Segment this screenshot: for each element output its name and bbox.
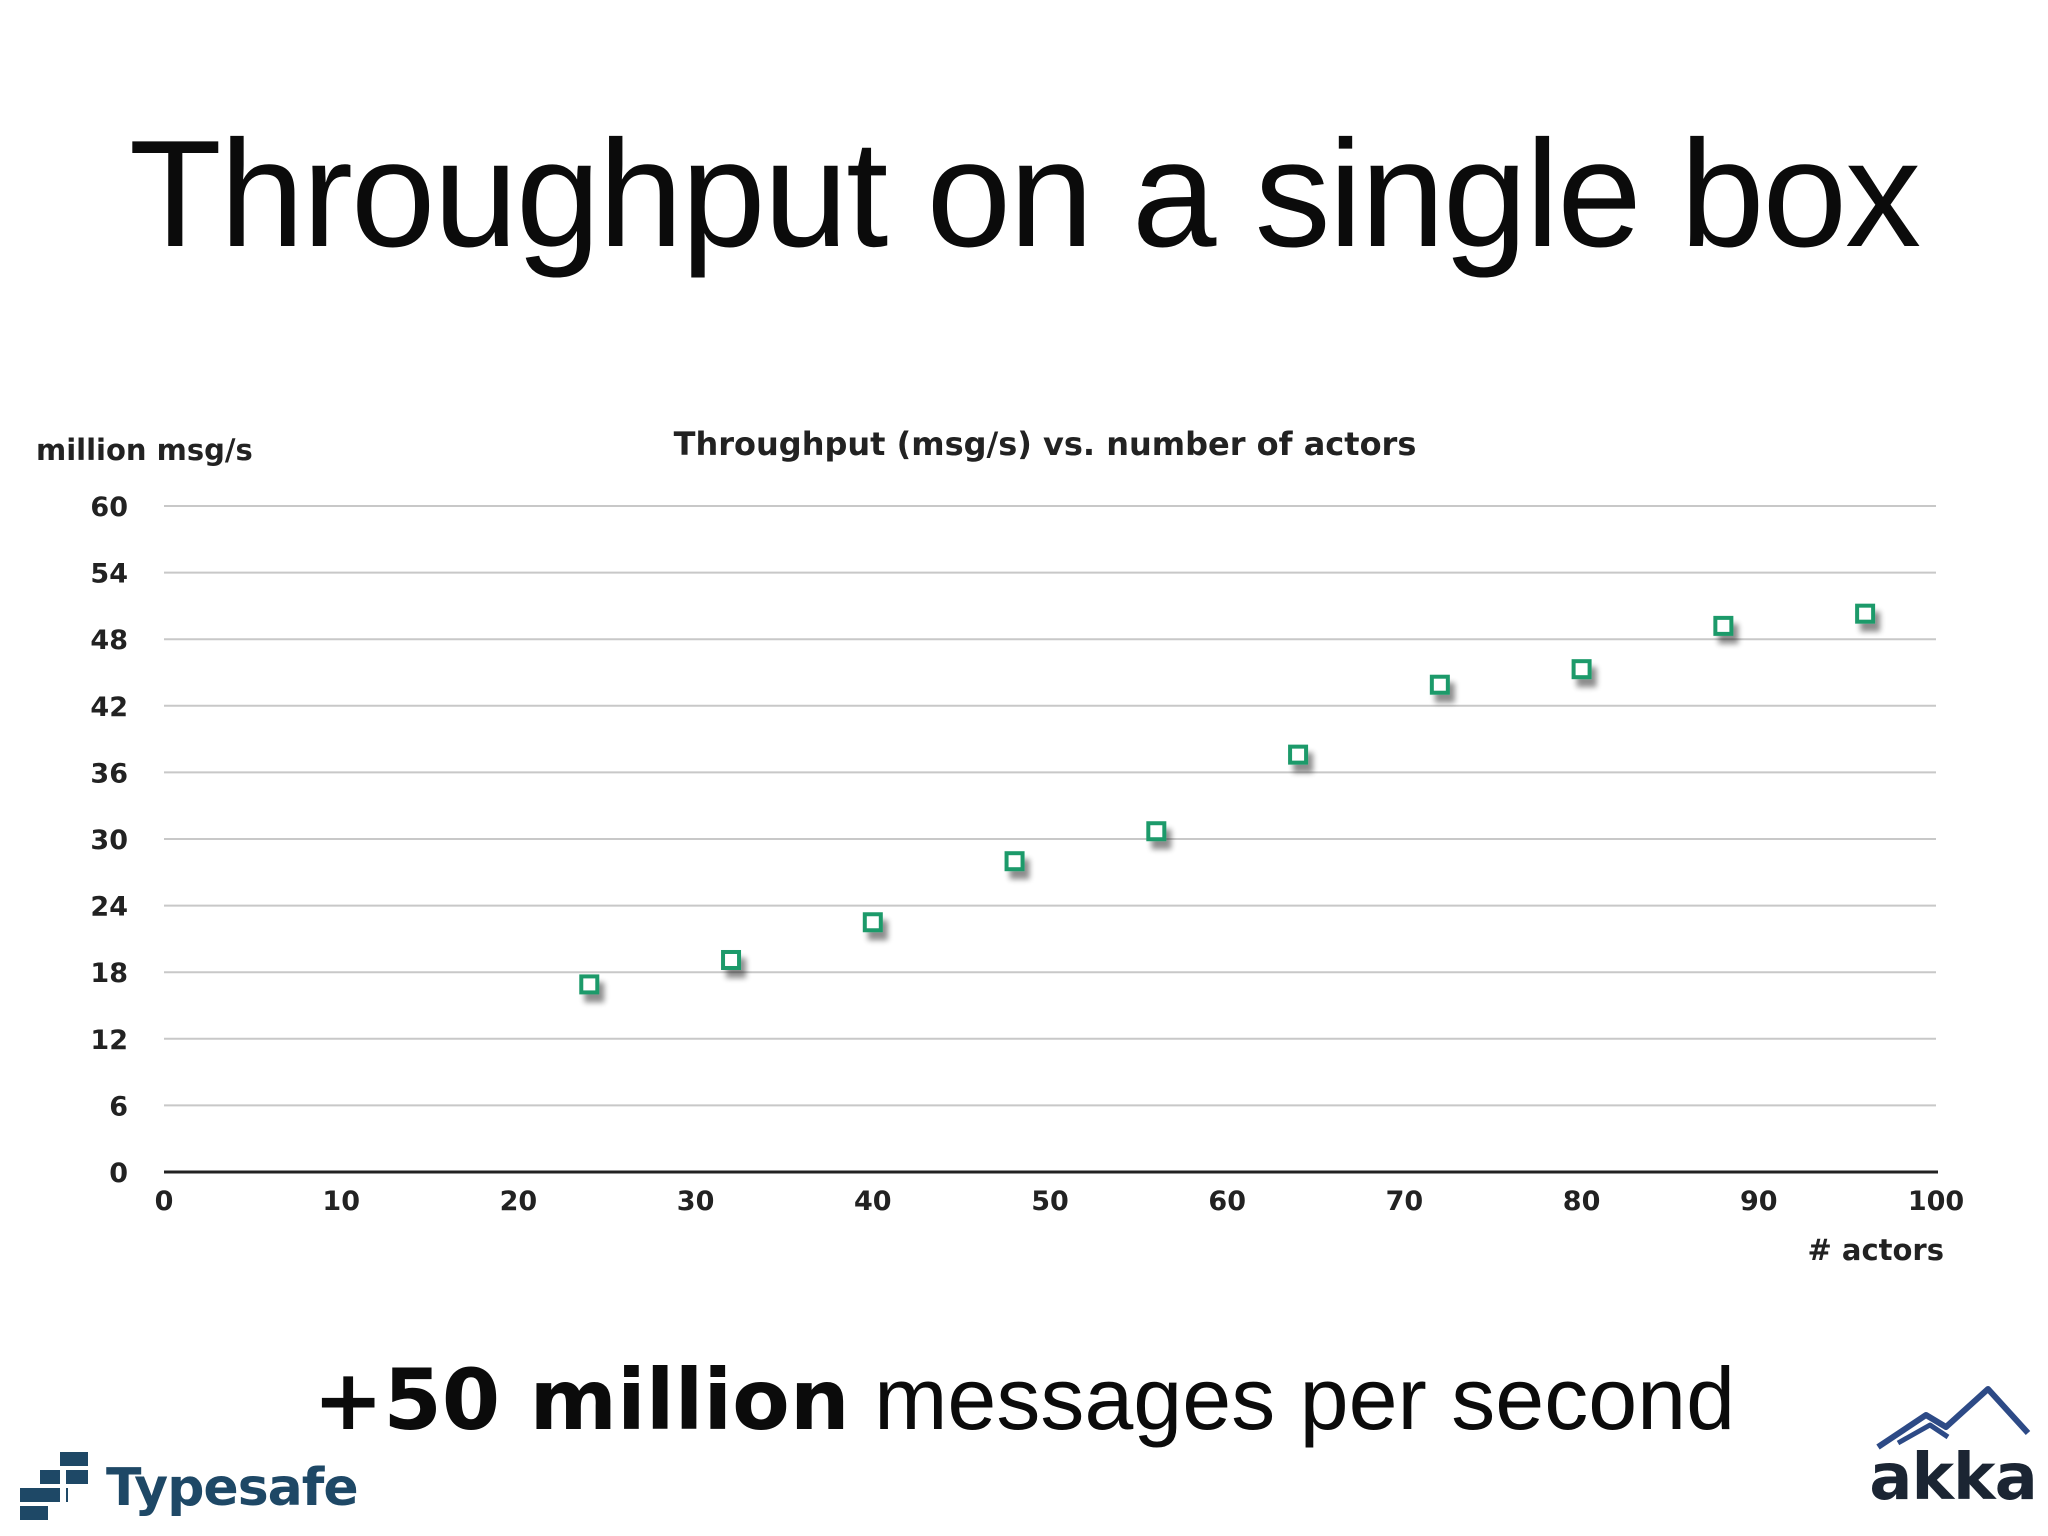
slide-title: Throughput on a single box	[128, 109, 1921, 279]
x-tick-label-10: 100	[1908, 1186, 1964, 1217]
typesafe-wordmark: Typesafe	[106, 1458, 359, 1518]
data-point-4	[1146, 821, 1167, 842]
data-point-8	[1713, 615, 1734, 636]
chart-title: Throughput (msg/s) vs. number of actors	[674, 425, 1417, 463]
typesafe-mark-icon	[20, 1452, 88, 1520]
data-point-3	[1004, 851, 1025, 872]
data-point-6	[1429, 674, 1450, 695]
y-tick-label-9: 54	[90, 559, 128, 590]
gridlines	[164, 505, 1936, 1107]
y-tick-label-10: 60	[90, 492, 128, 523]
x-tick-label-2: 20	[500, 1186, 538, 1217]
akka-wordmark: akka	[1869, 1441, 2038, 1515]
y-axis-label: million msg/s	[36, 433, 253, 467]
x-tick-label-0: 0	[155, 1186, 174, 1217]
tagline-text: messages per second	[849, 1349, 1736, 1448]
tick-labels: 0 6 12 18 24 30 36 42 48 54 60 0 10 20 30 40 50 60 70 80 90 1…	[90, 492, 1964, 1217]
y-tick-label-4: 24	[90, 892, 128, 923]
data-point-9	[1855, 603, 1876, 624]
y-tick-label-7: 42	[90, 692, 128, 723]
tagline-emphasis: +50 million	[312, 1351, 850, 1449]
typesafe-logo: Typesafe	[20, 1448, 359, 1528]
x-tick-label-4: 40	[854, 1186, 892, 1217]
x-tick-label-8: 80	[1563, 1186, 1601, 1217]
x-tick-label-1: 10	[322, 1186, 360, 1217]
mountain-icon	[1876, 1386, 2031, 1450]
data-point-1	[721, 949, 742, 970]
x-tick-label-9: 90	[1740, 1186, 1778, 1217]
y-tick-label-5: 30	[90, 825, 128, 856]
y-tick-label-2: 12	[90, 1025, 128, 1056]
x-tick-label-5: 50	[1031, 1186, 1069, 1217]
y-tick-label-3: 18	[90, 958, 128, 989]
data-point-5	[1288, 744, 1309, 765]
x-tick-label-7: 70	[1386, 1186, 1424, 1217]
data-point-2	[862, 912, 883, 933]
y-tick-label-6: 36	[90, 758, 128, 789]
scatter-chart: Throughput (msg/s) vs. number of actors …	[36, 425, 1964, 1267]
data-points	[579, 603, 1876, 995]
y-tick-label-1: 6	[109, 1091, 128, 1122]
x-tick-label-6: 60	[1208, 1186, 1246, 1217]
y-tick-label-0: 0	[109, 1158, 128, 1189]
data-point-0	[579, 974, 600, 995]
data-point-7	[1571, 659, 1592, 680]
akka-logo: akka	[1868, 1385, 2038, 1525]
tagline: +50 million messages per second	[0, 1355, 2048, 1443]
x-tick-label-3: 30	[677, 1186, 715, 1217]
y-tick-label-8: 48	[90, 625, 128, 656]
x-axis-label: # actors	[1807, 1233, 1944, 1267]
